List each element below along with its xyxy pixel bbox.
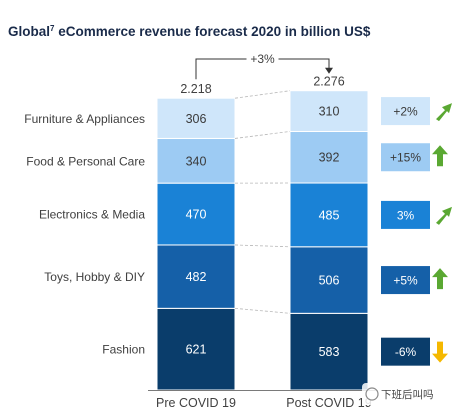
change-label: +5% (393, 274, 418, 288)
bar-segment (156, 307, 236, 391)
data-label: 392 (319, 151, 340, 165)
total-label: 2.218 (180, 82, 211, 96)
data-label: 482 (186, 270, 207, 284)
bar-segment (289, 90, 369, 132)
watermark-bg (362, 383, 450, 405)
change-label: -6% (395, 345, 417, 359)
data-label: 621 (186, 343, 207, 357)
change-label: +15% (390, 151, 421, 165)
data-label: 306 (186, 112, 207, 126)
bar-segment (289, 312, 369, 391)
chart-title: Global7 eCommerce revenue forecast 2020 … (8, 24, 371, 39)
change-label: 3% (397, 208, 415, 222)
data-label: 310 (319, 105, 340, 119)
total-label: 2.276 (313, 75, 344, 89)
bar-segment (289, 182, 369, 248)
bar-segment (289, 130, 369, 184)
data-label: 583 (319, 345, 340, 359)
connector-line (234, 90, 291, 99)
change-label: +2% (393, 105, 418, 119)
arrow-up-right-icon (436, 103, 452, 122)
arrow-up-icon (432, 268, 448, 290)
change-bg (246, 50, 279, 67)
segment-name: Toys, Hobby & DIY (44, 270, 145, 284)
x-tick-label: Post COVID 19 (286, 396, 371, 410)
change-badge (381, 143, 430, 172)
x-tick-label: Pre COVID 19 (156, 396, 236, 410)
bar-segment (156, 97, 236, 139)
total-change-label: +3% (250, 52, 275, 66)
change-badge (381, 200, 430, 229)
connector-line (234, 131, 291, 139)
arrow-icon (325, 67, 333, 74)
wechat-icon (365, 387, 379, 401)
bar-segment (156, 137, 236, 184)
data-label: 485 (319, 208, 340, 222)
watermark-text: 下班后叫吗 (381, 389, 434, 401)
segment-name: Furniture & Appliances (24, 112, 145, 126)
change-badge (381, 266, 430, 295)
change-badge (381, 97, 430, 126)
arrow-up-right-icon (436, 206, 452, 225)
bar-segment (156, 182, 236, 246)
data-label: 470 (186, 208, 207, 222)
data-label: 340 (186, 154, 207, 168)
segment-name: Fashion (102, 343, 145, 357)
data-label: 506 (319, 274, 340, 288)
segment-name: Electronics & Media (39, 208, 145, 222)
arrow-down-icon (432, 341, 448, 363)
segment-name: Food & Personal Care (26, 154, 145, 168)
connector-line (234, 244, 291, 248)
connector-line (234, 307, 291, 314)
change-badge (381, 337, 430, 366)
bar-segment (289, 246, 369, 314)
arrow-up-icon (432, 145, 448, 167)
